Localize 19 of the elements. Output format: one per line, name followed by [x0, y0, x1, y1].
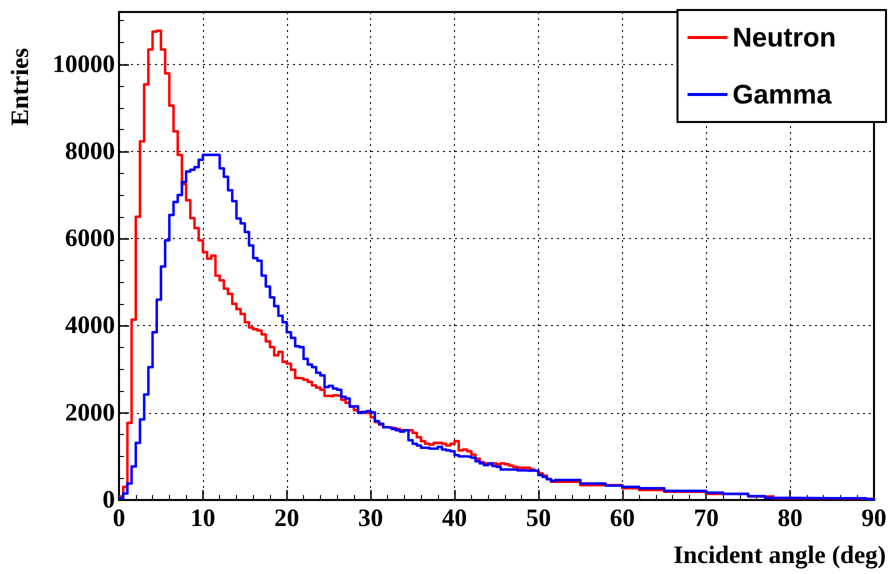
x-tick-label: 60 [610, 505, 635, 532]
y-axis-title: Entries [7, 48, 34, 126]
y-tick-label: 0 [102, 486, 115, 514]
x-axis-title: Incident angle (deg) [674, 542, 886, 569]
y-tick-label: 2000 [65, 399, 115, 426]
y-tick-label: 10000 [52, 50, 115, 78]
x-tick-label: 30 [358, 505, 384, 532]
x-tick-label: 80 [778, 505, 803, 532]
x-tick-label: 20 [274, 505, 300, 532]
x-tick-label: 10 [190, 505, 216, 532]
legend-label: Neutron [732, 22, 836, 52]
x-tick-label: 70 [694, 505, 719, 532]
x-tick-label: 90 [862, 505, 886, 532]
legend-label: Gamma [732, 80, 833, 110]
x-tick-label: 50 [526, 505, 551, 532]
y-tick-label: 4000 [65, 312, 115, 340]
x-tick-label: 40 [442, 505, 468, 532]
y-tick-label: 6000 [65, 225, 115, 252]
y-tick-label: 8000 [65, 138, 115, 165]
